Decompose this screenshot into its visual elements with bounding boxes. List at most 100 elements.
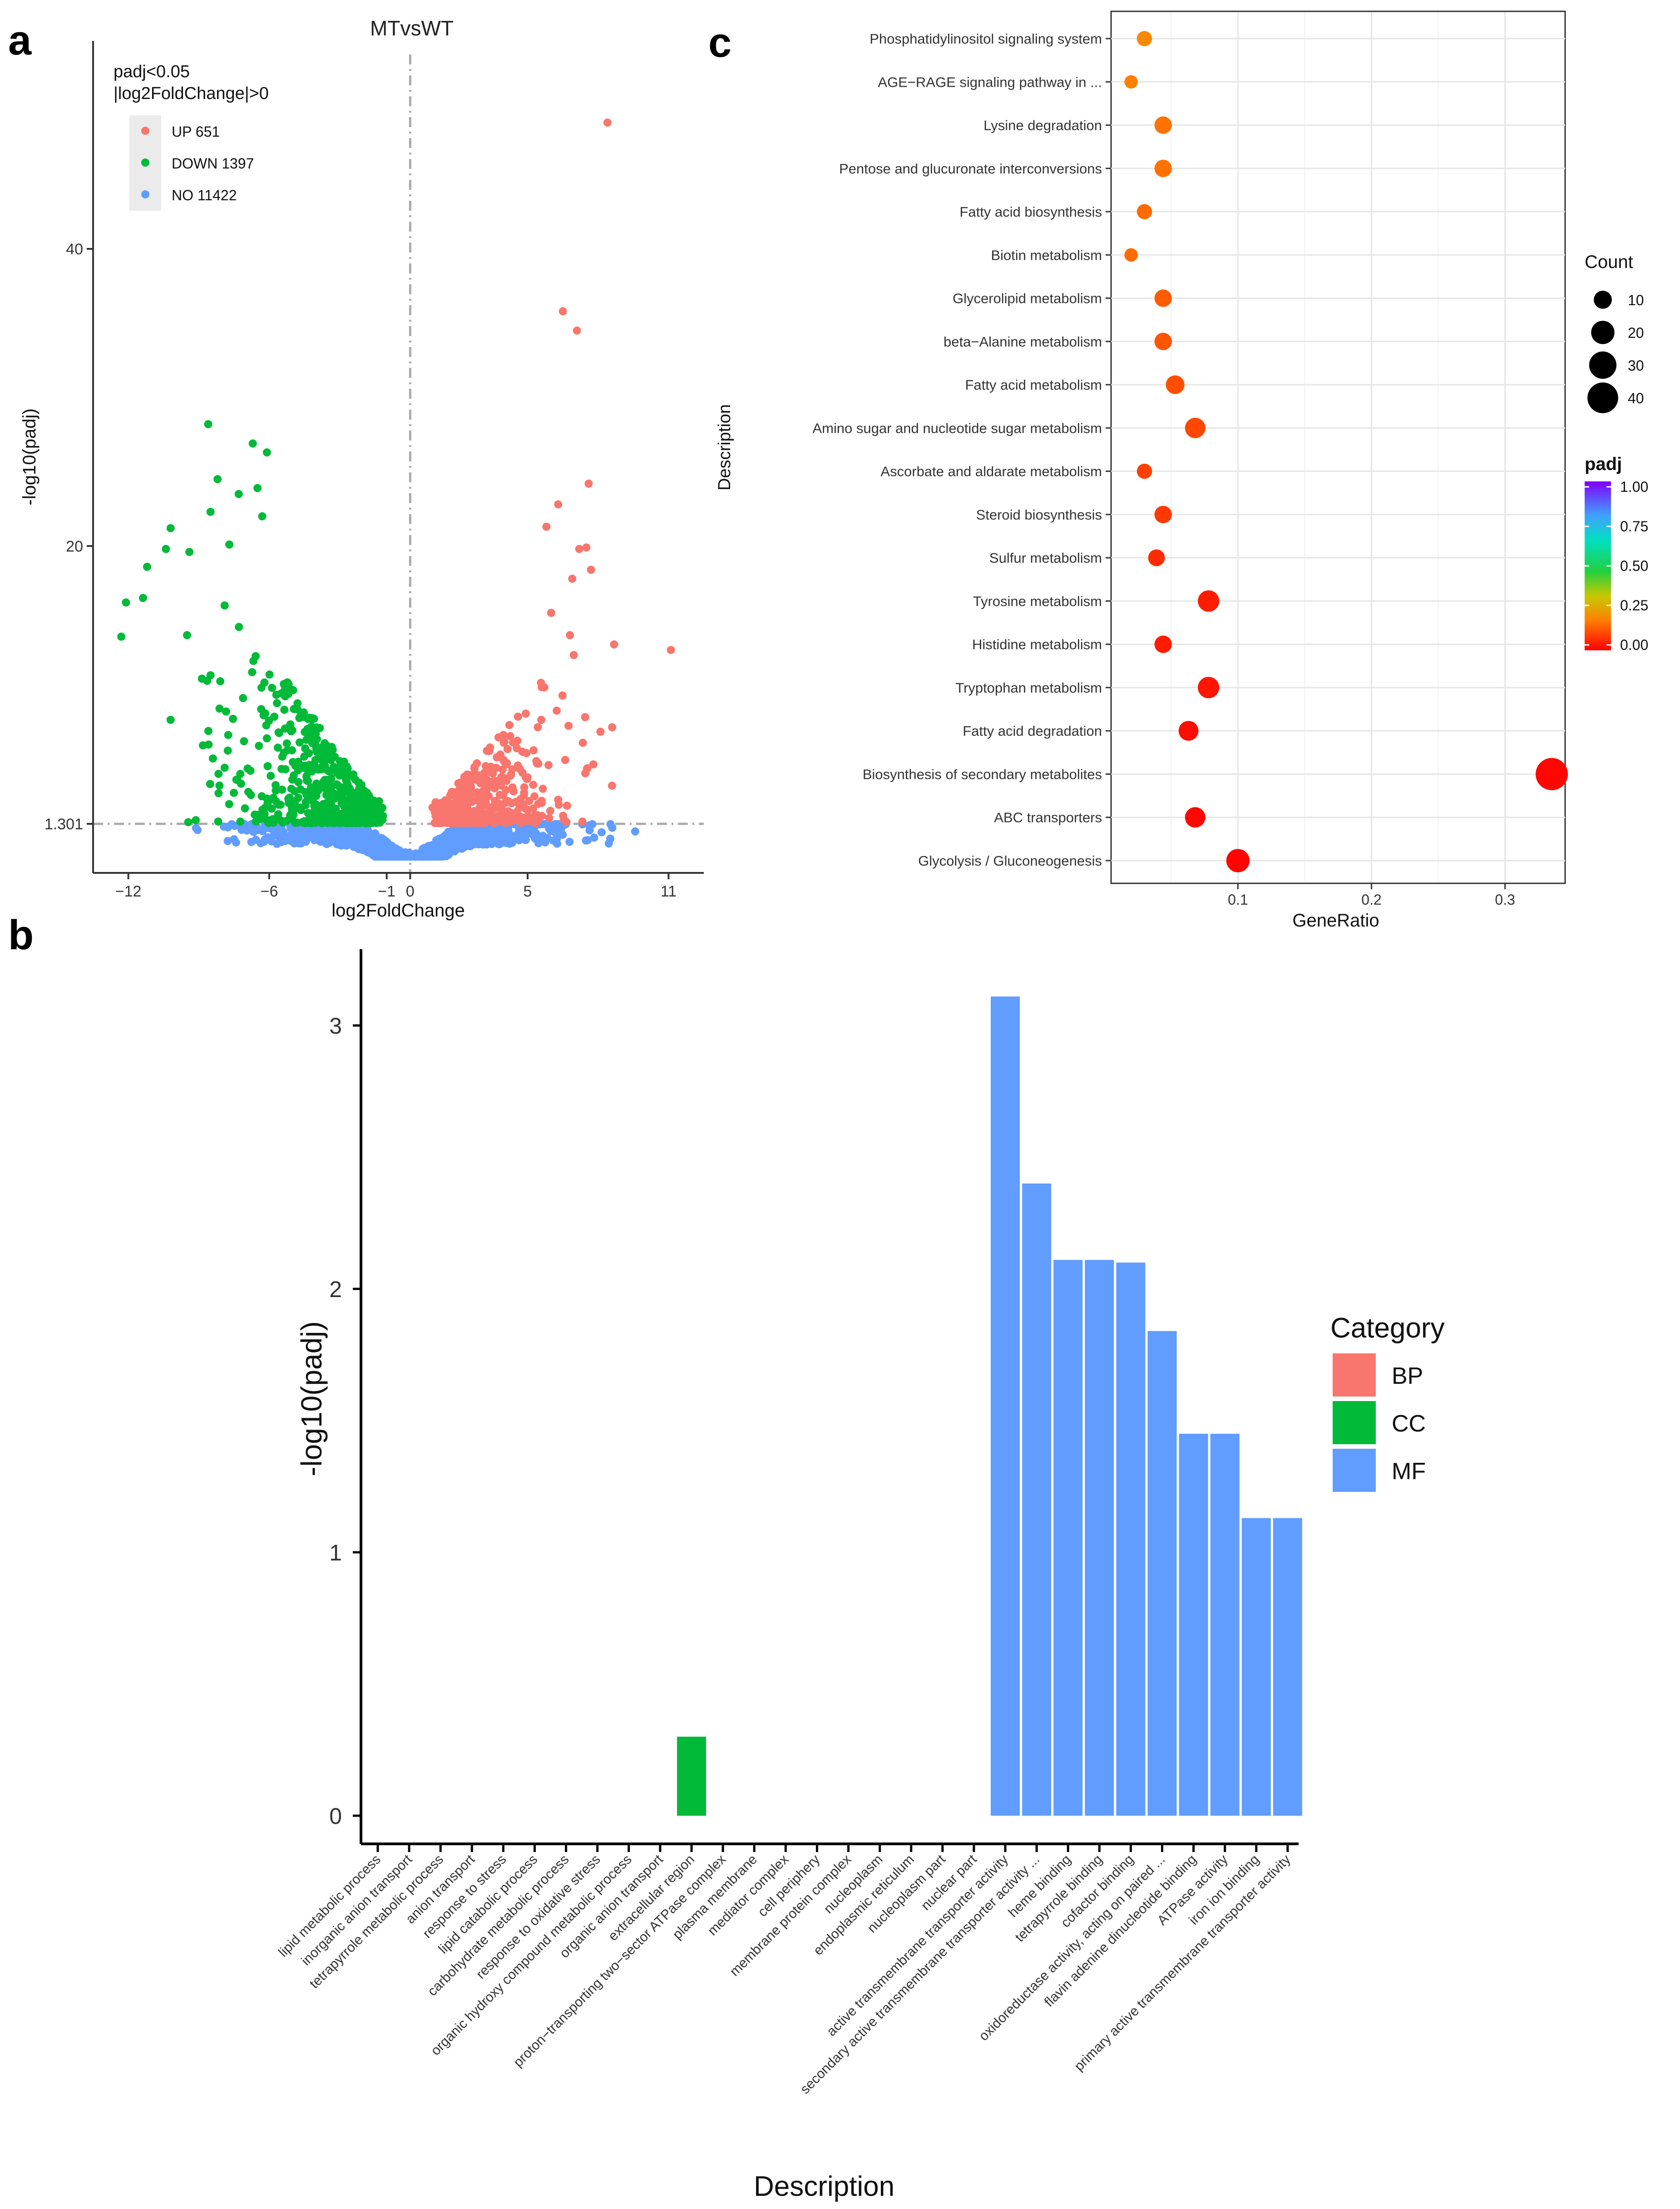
volcano-point-no bbox=[423, 852, 431, 861]
volcano-point-up bbox=[506, 772, 514, 780]
volcano-point-down bbox=[326, 793, 335, 802]
kegg-pathway-labels: Phosphatidylinositol signaling system AGE… bbox=[812, 31, 1111, 869]
volcano-point-down bbox=[321, 776, 329, 784]
volcano-point-up bbox=[523, 775, 531, 783]
volcano-point-up bbox=[578, 817, 587, 826]
volcano-point-down bbox=[277, 765, 286, 773]
volcano-point-down bbox=[276, 800, 285, 809]
go-bar bbox=[1116, 1263, 1146, 1816]
go-bar bbox=[1241, 1518, 1271, 1816]
volcano-point-no bbox=[515, 836, 524, 845]
volcano-point-no bbox=[279, 836, 287, 844]
kegg-dot bbox=[1148, 549, 1165, 566]
volcano-point-up bbox=[450, 807, 458, 816]
volcano-point-up bbox=[501, 798, 509, 807]
kegg-x-label: GeneRatio bbox=[1292, 911, 1379, 931]
kegg-padj-legend: padj 1.00 0.75 0.50 0.25 0.00 bbox=[1585, 454, 1648, 653]
kegg-dot bbox=[1154, 289, 1172, 307]
volcano-point-no bbox=[551, 828, 559, 837]
volcano-point-down bbox=[348, 814, 357, 823]
kegg-dot bbox=[1154, 635, 1172, 653]
kegg-dot bbox=[1198, 590, 1220, 612]
volcano-point-no bbox=[553, 839, 562, 848]
volcano-point-down bbox=[213, 475, 222, 484]
volcano-point-up bbox=[575, 545, 583, 553]
volcano-point-up bbox=[581, 713, 589, 721]
kegg-count-legend-label: 20 bbox=[1628, 325, 1644, 341]
volcano-point-down bbox=[289, 686, 297, 694]
volcano-legend-dot-up bbox=[141, 127, 149, 135]
volcano-point-down bbox=[283, 746, 292, 754]
volcano-point-no bbox=[608, 823, 617, 832]
volcano-point-up bbox=[538, 683, 546, 692]
volcano-point-down bbox=[258, 512, 267, 520]
volcano-point-down bbox=[237, 779, 245, 788]
volcano-point-up bbox=[505, 721, 514, 729]
volcano-point-down bbox=[288, 775, 296, 784]
volcano-point-down bbox=[204, 727, 212, 735]
volcano-point-down bbox=[364, 798, 373, 807]
volcano-x-ticks: −12 −6 −1 0 5 11 bbox=[115, 873, 677, 900]
volcano-point-up bbox=[481, 780, 490, 789]
volcano-point-up bbox=[569, 651, 578, 659]
volcano-point-down bbox=[281, 724, 289, 733]
kegg-dot bbox=[1136, 204, 1152, 219]
volcano-x-tick-label: 0 bbox=[406, 883, 415, 900]
volcano-point-down bbox=[222, 707, 230, 716]
kegg-gridlines bbox=[1111, 12, 1565, 882]
volcano-point-up bbox=[513, 736, 522, 745]
kegg-dot bbox=[1536, 758, 1568, 790]
kegg-x-ticks: 0.1 0.2 0.3 bbox=[1228, 883, 1515, 908]
volcano-point-up bbox=[568, 575, 577, 583]
volcano-point-up bbox=[479, 815, 488, 824]
volcano-point-down bbox=[240, 737, 248, 746]
kegg-y-label: Description bbox=[715, 404, 734, 490]
volcano-point-no bbox=[237, 826, 246, 834]
kegg-padj-legend-title: padj bbox=[1585, 454, 1622, 474]
kegg-count-legend-dot bbox=[1591, 321, 1615, 344]
go-legend-swatch-bp bbox=[1333, 1353, 1376, 1397]
volcano-point-down bbox=[216, 677, 225, 686]
volcano-point-down bbox=[312, 811, 321, 820]
volcano-point-no bbox=[246, 824, 255, 832]
volcano-point-up bbox=[554, 796, 563, 804]
kegg-pathway-label: AGE−RAGE signaling pathway in ... bbox=[878, 74, 1102, 90]
volcano-point-down bbox=[315, 744, 323, 753]
panel-label-c: c bbox=[708, 20, 731, 66]
kegg-count-legend-label: 40 bbox=[1628, 390, 1644, 406]
volcano-point-down bbox=[192, 816, 200, 825]
volcano-point-up bbox=[431, 802, 440, 811]
volcano-point-down bbox=[255, 742, 263, 750]
volcano-x-tick-label: 11 bbox=[661, 883, 677, 900]
volcano-point-down bbox=[214, 789, 223, 797]
volcano-point-no bbox=[504, 829, 513, 837]
volcano-point-down bbox=[275, 728, 283, 737]
volcano-point-down bbox=[348, 772, 356, 780]
kegg-dot bbox=[1124, 75, 1138, 89]
volcano-point-down bbox=[223, 746, 232, 755]
volcano-point-down bbox=[301, 713, 310, 722]
volcano-point-up bbox=[488, 802, 497, 811]
volcano-point-down bbox=[253, 484, 262, 492]
kegg-dot bbox=[1124, 248, 1138, 262]
kegg-dot bbox=[1154, 332, 1172, 351]
volcano-point-up bbox=[473, 788, 481, 797]
volcano-point-down bbox=[312, 800, 321, 809]
volcano-point-up bbox=[435, 808, 444, 817]
volcano-point-no bbox=[504, 838, 513, 847]
volcano-point-down bbox=[293, 705, 302, 714]
volcano-point-down bbox=[247, 791, 255, 799]
volcano-point-down bbox=[256, 815, 265, 823]
kegg-count-legend-label: 30 bbox=[1628, 357, 1644, 374]
volcano-y-label: -log10(padj) bbox=[20, 408, 40, 505]
volcano-point-down bbox=[326, 753, 334, 762]
volcano-point-up bbox=[506, 732, 514, 740]
volcano-point-down bbox=[306, 819, 314, 827]
volcano-point-down bbox=[117, 632, 126, 641]
volcano-point-down bbox=[184, 818, 193, 827]
volcano-point-down bbox=[334, 763, 343, 772]
volcano-point-down bbox=[262, 734, 271, 743]
kegg-pathway-label: Tryptophan metabolism bbox=[955, 680, 1102, 696]
